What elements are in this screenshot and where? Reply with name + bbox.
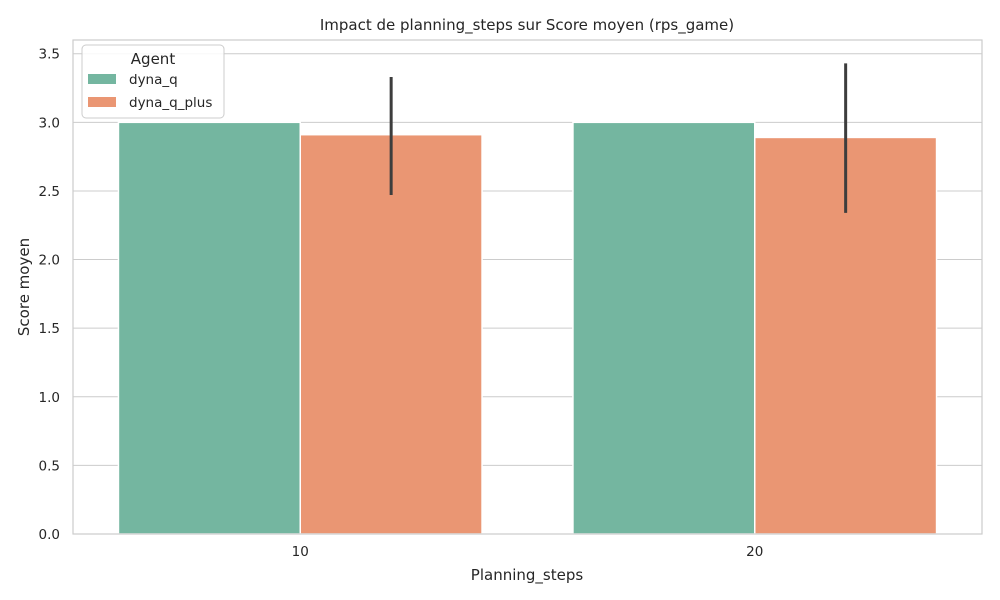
y-tick-label: 0.0 (39, 527, 60, 543)
x-tick-labels: 10 20 (292, 544, 764, 560)
x-tick-label: 20 (746, 544, 763, 560)
y-tick-label: 1.0 (39, 390, 60, 406)
bar-dyna_q_plus-10 (299, 133, 483, 535)
y-tick-label: 3.0 (39, 115, 60, 131)
x-axis-label: Planning_steps (471, 566, 584, 585)
legend-swatch-dyna_q_plus (88, 97, 116, 107)
legend-items: dyna_q dyna_q_plus (88, 72, 212, 111)
bar-dyna_q-20 (572, 121, 756, 535)
legend: Agent dyna_q dyna_q_plus (81, 44, 225, 119)
y-tick-label: 2.0 (39, 253, 60, 269)
plot-frame (72, 39, 983, 535)
legend-box (81, 44, 225, 119)
bar-dyna_q-10 (117, 121, 301, 535)
y-tick-label: 1.5 (39, 321, 60, 337)
chart-title: Impact de planning_steps sur Score moyen… (320, 16, 734, 35)
y-tick-labels: 0.0 0.5 1.0 1.5 2.0 2.5 3.0 3.5 (39, 47, 60, 543)
y-tick-label: 0.5 (39, 458, 60, 474)
bars (117, 121, 938, 535)
y-tick-label: 3.5 (39, 47, 60, 63)
x-tick-label: 10 (292, 544, 309, 560)
y-axis-label: Score moyen (15, 238, 33, 336)
error-bars (389, 63, 848, 213)
legend-title: Agent (131, 50, 176, 68)
y-tick-label: 2.5 (39, 184, 60, 200)
legend-label-dyna_q_plus: dyna_q_plus (129, 95, 212, 111)
legend-swatch-dyna_q (88, 74, 116, 84)
legend-label-dyna_q: dyna_q (129, 72, 178, 88)
